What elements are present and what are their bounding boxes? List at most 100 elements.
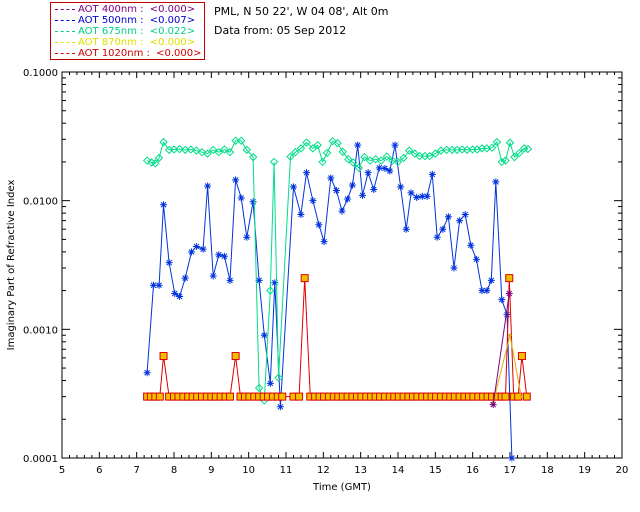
legend-swatch-1020nm — [55, 53, 75, 54]
data-point-aot-675nm — [393, 157, 403, 167]
data-point-aot-500nm — [487, 276, 495, 284]
data-point-aot-675nm — [254, 383, 264, 393]
data-point-aot-675nm — [388, 156, 397, 165]
data-point-aot-675nm — [376, 156, 386, 165]
data-point-aot-500nm — [386, 167, 394, 175]
data-point-aot-675nm — [501, 156, 510, 165]
data-point-aot-500nm — [391, 141, 399, 149]
data-point-aot-675nm — [344, 155, 353, 164]
legend-value-1020nm: <0.000> — [156, 48, 202, 59]
data-point-aot-400nm — [489, 401, 497, 409]
data-point-aot-675nm — [266, 286, 275, 295]
data-point-aot-1020nm — [226, 392, 234, 401]
data-point-aot-500nm — [498, 296, 506, 304]
data-point-aot-675nm — [231, 136, 240, 145]
data-point-aot-500nm — [370, 186, 378, 194]
x-tick-label: 7 — [133, 465, 139, 476]
data-point-aot-870nm — [508, 333, 512, 337]
data-point-aot-1020nm — [505, 274, 514, 283]
legend-label-500nm: AOT 500nm : — [78, 15, 147, 26]
legend-value-500nm: <0.007> — [149, 15, 196, 26]
data-point-aot-675nm — [154, 153, 164, 163]
x-axis: 5 6 7 8 9 10 11 12 13 14 15 16 17 18 19 20 — [59, 72, 628, 476]
data-point-aot-675nm — [425, 151, 434, 161]
data-point-aot-500nm — [320, 238, 328, 246]
date-from: Data from: 05 Sep 2012 — [214, 24, 347, 37]
data-point-aot-870nm — [519, 395, 523, 399]
data-point-aot-500nm — [266, 379, 274, 387]
data-point-aot-500nm — [433, 233, 441, 241]
data-point-aot-675nm — [322, 148, 332, 158]
data-point-aot-1020nm — [231, 352, 240, 361]
data-point-aot-1020nm — [278, 392, 287, 401]
x-tick-label: 13 — [354, 465, 367, 476]
series-line-aot-870nm — [492, 335, 522, 403]
data-point-aot-500nm — [344, 195, 352, 203]
legend-swatch-675nm — [55, 31, 75, 32]
data-point-aot-675nm — [382, 152, 392, 161]
legend-swatch-870nm — [55, 42, 75, 43]
data-point-aot-675nm — [274, 373, 283, 383]
data-point-aot-500nm — [439, 225, 447, 233]
data-point-aot-675nm — [269, 157, 279, 167]
data-point-aot-675nm — [510, 152, 519, 162]
legend-label-1020nm: AOT 1020nm : — [78, 48, 154, 59]
data-point-aot-500nm — [289, 183, 297, 191]
x-tick-label: 18 — [541, 465, 554, 476]
data-point-aot-675nm — [308, 144, 318, 153]
x-tick-label: 19 — [578, 465, 591, 476]
data-point-aot-675nm — [360, 152, 369, 162]
x-tick-label: 11 — [280, 465, 293, 476]
data-point-aot-500nm — [338, 207, 346, 215]
y-tick-label: 0.1000 — [23, 68, 58, 79]
data-point-aot-675nm — [505, 138, 515, 147]
legend-label-870nm: AOT 870nm : — [78, 37, 147, 48]
data-point-aot-500nm — [359, 191, 367, 199]
legend: AOT 400nm : <0.000> AOT 500nm : <0.007> … — [50, 2, 205, 60]
data-point-aot-500nm — [332, 186, 340, 194]
data-point-aot-675nm — [348, 158, 358, 167]
data-point-aot-500nm — [407, 189, 415, 197]
data-point-aot-500nm — [176, 292, 184, 300]
data-point-aot-675nm — [242, 145, 252, 155]
legend-label-400nm: AOT 400nm : — [78, 4, 147, 15]
y-tick-label: 0.0010 — [23, 325, 58, 336]
data-point-aot-1020nm — [295, 392, 304, 401]
data-point-aot-675nm — [197, 148, 207, 157]
data-point-aot-500nm — [315, 221, 323, 229]
legend-value-675nm: <0.022> — [149, 26, 196, 37]
x-tick-label: 9 — [208, 465, 214, 476]
data-point-aot-675nm — [354, 163, 364, 173]
data-point-aot-500nm — [402, 225, 410, 233]
data-point-aot-500nm — [199, 245, 207, 253]
x-tick-label: 15 — [429, 465, 442, 476]
series-line-aot-500nm — [146, 145, 513, 459]
x-tick-label: 12 — [317, 465, 330, 476]
data-point-aot-675nm — [333, 138, 342, 148]
legend-label-675nm: AOT 675nm : — [78, 26, 147, 37]
data-point-aot-500nm — [226, 276, 234, 284]
data-point-aot-500nm — [232, 176, 240, 184]
data-point-aot-500nm — [181, 274, 189, 282]
data-point-aot-400nm — [505, 289, 513, 297]
y-axis-title: Imaginary Part of Refractive Index — [6, 180, 17, 351]
series-line-aot-675nm — [146, 140, 528, 401]
data-point-aot-500nm — [456, 217, 464, 225]
data-point-aot-500nm — [143, 369, 151, 377]
data-point-aot-500nm — [276, 403, 284, 411]
data-point-aot-675nm — [192, 146, 201, 155]
data-point-aot-500nm — [160, 201, 168, 209]
data-point-aot-500nm — [188, 248, 196, 256]
data-point-aot-675nm — [175, 144, 184, 154]
series-aot-400nm — [489, 289, 513, 409]
data-point-aot-675nm — [515, 148, 524, 158]
data-point-aot-1020nm — [159, 352, 168, 361]
data-point-aot-675nm — [487, 143, 497, 152]
data-point-aot-675nm — [151, 159, 160, 168]
data-point-aot-500nm — [260, 331, 268, 339]
data-point-aot-500nm — [155, 281, 163, 289]
x-tick-label: 17 — [504, 465, 517, 476]
data-point-aot-675nm — [404, 146, 414, 155]
data-point-aot-675nm — [186, 145, 196, 154]
